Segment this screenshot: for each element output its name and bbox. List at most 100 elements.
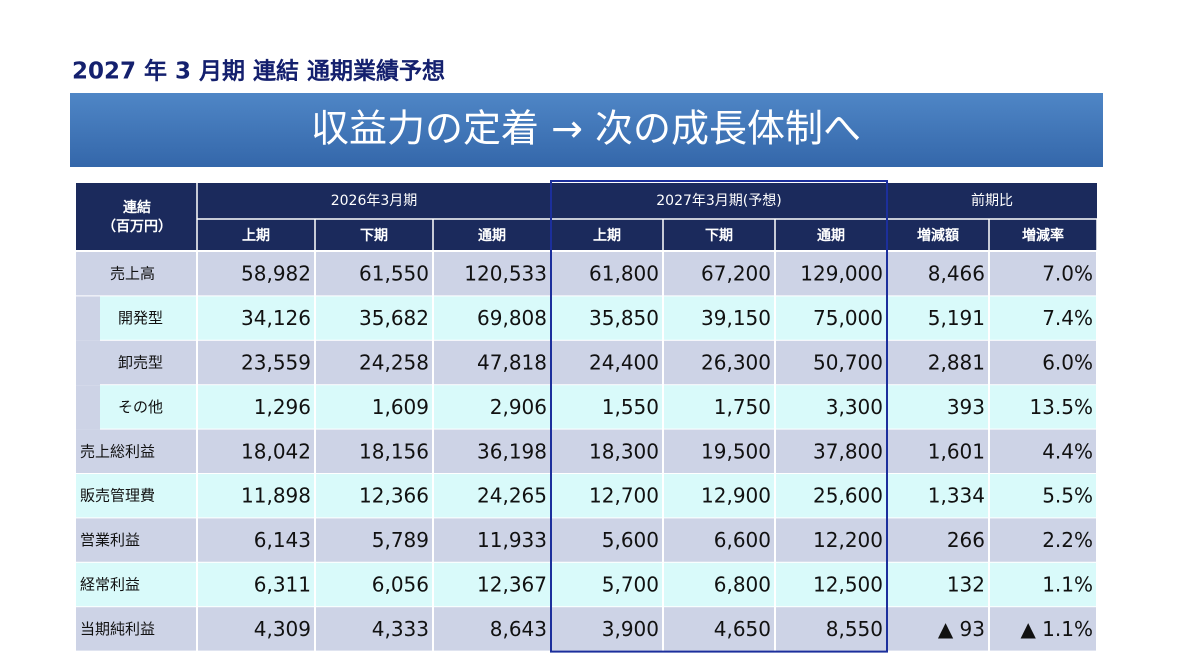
cell bbox=[663, 340, 775, 386]
cell-value: 2,881 bbox=[928, 351, 985, 375]
cell bbox=[989, 607, 1097, 652]
cell-value: 58,982 bbox=[241, 262, 311, 286]
cell-value: 120,533 bbox=[464, 262, 547, 286]
cell bbox=[775, 607, 887, 652]
cell-value: 11,933 bbox=[477, 528, 547, 552]
cell bbox=[775, 340, 887, 386]
cell bbox=[551, 252, 663, 297]
cell-value: 67,200 bbox=[701, 262, 771, 286]
cell bbox=[775, 252, 887, 297]
cell-value: 18,300 bbox=[589, 439, 659, 463]
cell bbox=[663, 385, 775, 430]
cell bbox=[433, 518, 551, 563]
cell-value: 8,550 bbox=[826, 617, 883, 641]
cell-value: 1,609 bbox=[372, 395, 429, 419]
cell bbox=[775, 296, 887, 341]
sub-header: 増減額 bbox=[917, 227, 959, 244]
cell bbox=[197, 429, 315, 474]
cell bbox=[433, 474, 551, 519]
row-label: 当期純利益 bbox=[80, 620, 155, 638]
label-cell bbox=[100, 385, 197, 430]
cell bbox=[315, 607, 433, 652]
cell-value: 50,700 bbox=[813, 351, 883, 375]
cell-value: 12,367 bbox=[477, 573, 547, 597]
cell-value: 61,800 bbox=[589, 262, 659, 286]
row-label: 営業利益 bbox=[80, 531, 140, 549]
row-label: 売上高 bbox=[110, 265, 155, 283]
cell bbox=[315, 340, 433, 386]
cell bbox=[887, 518, 989, 563]
cell bbox=[433, 252, 551, 297]
cell-value: 266 bbox=[947, 528, 985, 552]
label-cell bbox=[76, 518, 197, 563]
label-cell bbox=[76, 562, 197, 608]
label-cell bbox=[76, 252, 197, 297]
slide-title: 2027 年 3 月期 連結 通期業績予想 bbox=[72, 58, 445, 85]
cell bbox=[197, 252, 315, 297]
cell-value: 4,650 bbox=[714, 617, 771, 641]
cell-value: 6,311 bbox=[254, 573, 311, 597]
cell-value: 5,191 bbox=[928, 306, 985, 330]
cell bbox=[989, 474, 1097, 519]
sub-header: 下期 bbox=[360, 228, 388, 244]
cell-value: 12,200 bbox=[813, 528, 883, 552]
label-cell bbox=[100, 340, 197, 386]
cell bbox=[197, 296, 315, 341]
cell bbox=[433, 385, 551, 430]
cell-value: 5,789 bbox=[372, 528, 429, 552]
cell bbox=[433, 296, 551, 341]
cell bbox=[197, 562, 315, 608]
cell-value: 3,900 bbox=[602, 617, 659, 641]
cell bbox=[197, 474, 315, 519]
cell bbox=[887, 474, 989, 519]
sub-header: 通期 bbox=[817, 228, 845, 244]
cell-value: 2,906 bbox=[490, 395, 547, 419]
cell-value: ▲ 93 bbox=[938, 617, 985, 641]
cell-value: 69,808 bbox=[477, 306, 547, 330]
cell bbox=[663, 518, 775, 563]
cell bbox=[663, 607, 775, 652]
cell bbox=[887, 340, 989, 386]
indent-cell bbox=[76, 385, 100, 430]
cell-value: 7.4% bbox=[1042, 306, 1093, 330]
cell bbox=[989, 562, 1097, 608]
cell-value: 6,056 bbox=[372, 573, 429, 597]
cell-value: 1,601 bbox=[928, 439, 985, 463]
corner-label: 連結 bbox=[123, 199, 151, 216]
cell bbox=[551, 518, 663, 563]
cell bbox=[989, 518, 1097, 563]
cell-value: 24,265 bbox=[477, 484, 547, 508]
cell bbox=[989, 252, 1097, 297]
cell bbox=[197, 385, 315, 430]
cell-value: 37,800 bbox=[813, 439, 883, 463]
indent-cell bbox=[76, 296, 100, 341]
header-bg bbox=[76, 183, 1097, 250]
cell-value: 8,466 bbox=[928, 262, 985, 286]
cell-value: 1,334 bbox=[928, 484, 985, 508]
cell-value: 35,682 bbox=[359, 306, 429, 330]
cell bbox=[315, 474, 433, 519]
cell bbox=[775, 562, 887, 608]
cell bbox=[887, 607, 989, 652]
cell bbox=[663, 562, 775, 608]
cell bbox=[433, 340, 551, 386]
cell bbox=[197, 518, 315, 563]
cell-value: 7.0% bbox=[1042, 262, 1093, 286]
cell-value: 4,333 bbox=[372, 617, 429, 641]
corner-label: （百万円） bbox=[102, 219, 172, 235]
cell bbox=[315, 296, 433, 341]
label-cell bbox=[100, 296, 197, 341]
cell bbox=[887, 429, 989, 474]
cell-value: 47,818 bbox=[477, 351, 547, 375]
cell-value: 61,550 bbox=[359, 262, 429, 286]
label-cell bbox=[76, 607, 197, 652]
cell bbox=[989, 429, 1097, 474]
cell-value: 132 bbox=[947, 573, 985, 597]
cell-value: 1,296 bbox=[254, 395, 311, 419]
cell bbox=[663, 252, 775, 297]
cell-value: 35,850 bbox=[589, 306, 659, 330]
cell-value: 12,500 bbox=[813, 573, 883, 597]
cell-value: 24,400 bbox=[589, 351, 659, 375]
cell-value: 39,150 bbox=[701, 306, 771, 330]
sub-header: 上期 bbox=[593, 228, 621, 244]
